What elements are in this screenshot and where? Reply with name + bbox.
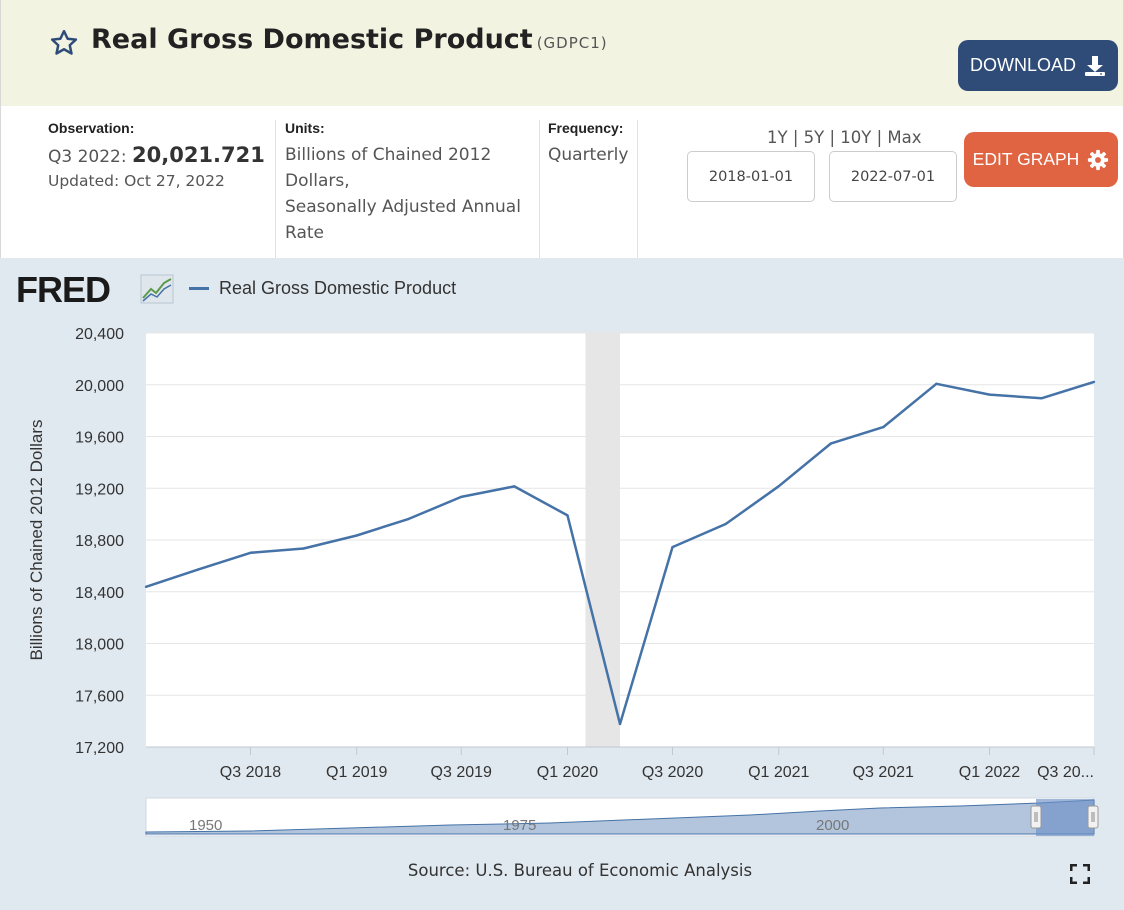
- page-title: Real Gross Domestic Product (GDPC1): [91, 24, 608, 55]
- y-tick-label: 18,800: [75, 533, 124, 550]
- range-max-link[interactable]: Max: [887, 128, 922, 147]
- data-point[interactable]: [566, 514, 569, 517]
- y-axis-ticks: 20,400 20,000 19,600 19,200 18,800 18,400 18,0…: [75, 326, 124, 757]
- navigator-label: 1975: [503, 817, 536, 834]
- y-tick-label: 18,400: [75, 585, 124, 602]
- x-tick-label: Q3 20...: [1037, 764, 1094, 781]
- frequency-block: Frequency: Quarterly: [548, 120, 628, 168]
- x-tick-label: Q3 2020: [642, 764, 703, 781]
- download-button[interactable]: DOWNLOAD: [958, 40, 1118, 91]
- x-tick-label: Q1 2022: [959, 764, 1020, 781]
- range-5y-link[interactable]: 5Y: [803, 128, 825, 147]
- series-meta: Observation: Q3 2022: 20,021.721 Updated…: [0, 106, 1124, 258]
- data-point[interactable]: [724, 522, 727, 526]
- chart-legend[interactable]: Real Gross Domestic Product: [189, 278, 456, 299]
- star-icon[interactable]: [49, 28, 79, 58]
- data-point[interactable]: [144, 585, 148, 589]
- range-1y-link[interactable]: 1Y: [767, 128, 788, 147]
- data-point[interactable]: [882, 425, 885, 429]
- observation-block: Observation: Q3 2022: 20,021.721 Updated…: [48, 120, 265, 190]
- gear-icon: [1088, 149, 1109, 170]
- edit-graph-button[interactable]: EDIT GRAPH: [964, 132, 1118, 187]
- edit-graph-label: EDIT GRAPH: [972, 149, 1080, 169]
- observation-label: Observation:: [48, 120, 135, 136]
- navigator-handle-left[interactable]: [1030, 805, 1042, 829]
- data-point[interactable]: [302, 547, 305, 550]
- legend-swatch: [189, 287, 209, 290]
- y-tick-label: 17,600: [75, 688, 124, 705]
- series-id: (GDPC1): [536, 34, 608, 52]
- x-tick-label: Q1 2019: [326, 764, 387, 781]
- units-line: Seasonally Adjusted Annual: [285, 197, 521, 217]
- fred-chart-logo-icon: [140, 274, 174, 304]
- frequency-label: Frequency:: [548, 120, 624, 136]
- y-tick-label: 20,400: [75, 326, 124, 343]
- divider: [275, 120, 276, 258]
- fred-logo: FRED: [16, 269, 111, 310]
- series-header: Real Gross Domestic Product (GDPC1) DOWNL…: [0, 0, 1124, 106]
- y-tick-label: 19,600: [75, 430, 124, 447]
- data-point[interactable]: [988, 393, 991, 396]
- data-point[interactable]: [196, 568, 200, 571]
- y-tick-label: 20,000: [75, 378, 124, 395]
- data-point[interactable]: [935, 382, 938, 386]
- navigator-label: 2000: [816, 817, 849, 834]
- x-tick-label: Q1 2021: [748, 764, 809, 781]
- y-axis-label: Billions of Chained 2012 Dollars: [27, 420, 46, 661]
- data-point[interactable]: [829, 442, 832, 445]
- x-tick-label: Q3 2019: [431, 764, 492, 781]
- y-tick-label: 18,000: [75, 637, 124, 654]
- x-axis-ticks: Q3 2018 Q1 2019 Q3 2019 Q1 2020 Q3 2020 Q1 20…: [146, 746, 1095, 781]
- observation-period: Q3 2022:: [48, 147, 127, 167]
- data-point[interactable]: [249, 551, 252, 555]
- download-icon: [1085, 55, 1105, 76]
- x-tick-label: Q1 2020: [537, 764, 598, 781]
- end-date-input[interactable]: 2022-07-01: [829, 151, 957, 202]
- observation-line: Q3 2022: 20,021.721: [48, 142, 265, 170]
- units-line: Rate: [285, 223, 324, 243]
- updated-date: Updated: Oct 27, 2022: [48, 172, 225, 190]
- start-date-input[interactable]: 2018-01-01: [687, 151, 815, 202]
- data-point[interactable]: [1092, 380, 1096, 384]
- data-point[interactable]: [460, 495, 463, 499]
- units-line: Dollars,: [285, 171, 350, 191]
- observation-value: 20,021.721: [132, 143, 265, 167]
- x-tick-label: Q3 2021: [853, 764, 914, 781]
- y-tick-label: 19,200: [75, 481, 124, 498]
- data-point[interactable]: [777, 484, 780, 488]
- data-point[interactable]: [618, 722, 622, 726]
- units-label: Units:: [285, 120, 325, 136]
- range-links: 1Y | 5Y | 10Y | Max: [767, 128, 922, 147]
- series-group: [144, 380, 1096, 726]
- data-point[interactable]: [1040, 397, 1043, 400]
- x-tick-label: Q3 2018: [220, 764, 281, 781]
- data-point[interactable]: [513, 485, 516, 488]
- legend-label: Real Gross Domestic Product: [219, 278, 457, 298]
- fullscreen-icon[interactable]: [1070, 864, 1090, 884]
- divider: [539, 120, 540, 258]
- divider: [637, 120, 638, 258]
- download-label: DOWNLOAD: [969, 55, 1076, 75]
- y-tick-label: 17,200: [75, 740, 124, 757]
- navigator-label: 1950: [189, 817, 222, 834]
- navigator-handle-right[interactable]: [1087, 805, 1099, 829]
- range-10y-link[interactable]: 10Y: [840, 128, 872, 147]
- units-block: Units: Billions of Chained 2012 Dollars,…: [285, 120, 521, 246]
- navigator-selection[interactable]: [1036, 799, 1094, 836]
- range-navigator[interactable]: 1950 1975 2000: [145, 797, 1099, 837]
- data-point[interactable]: [671, 545, 674, 549]
- data-point[interactable]: [355, 534, 358, 537]
- series-title: Real Gross Domestic Product: [91, 24, 533, 55]
- data-point[interactable]: [407, 517, 410, 521]
- frequency-value: Quarterly: [548, 145, 629, 165]
- source-note: Source: U.S. Bureau of Economic Analysis: [407, 861, 753, 880]
- units-line: Billions of Chained 2012: [285, 145, 492, 165]
